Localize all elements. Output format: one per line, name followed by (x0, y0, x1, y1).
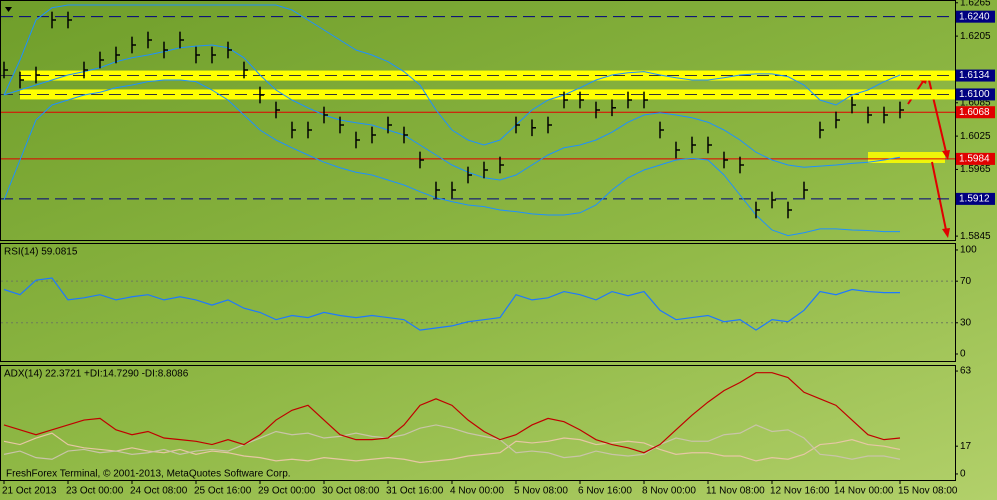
footer: FreshForex Terminal, © 2001-2013, MetaQu… (6, 469, 291, 480)
line (3, 372, 901, 454)
x-tick-label: 14 Nov 00:00 (834, 486, 894, 497)
level-label-box (956, 152, 995, 165)
menu-triangle[interactable] (5, 7, 12, 12)
level-label-box (956, 10, 995, 23)
y-tick-label: 70 (960, 276, 972, 287)
x-tick-label: 25 Oct 16:00 (194, 486, 252, 497)
x-tick-label: 15 Nov 08:00 (898, 486, 958, 497)
adx-pane-frame (0, 365, 956, 481)
line (3, 432, 901, 464)
y-tick-label: 100 (960, 245, 977, 256)
y-tick-label: 63 (960, 366, 972, 377)
y-tick-label: 17 (960, 441, 972, 452)
rsi-pane-frame (0, 243, 956, 362)
y-tick-label: 0 (960, 349, 966, 360)
line (3, 79, 900, 237)
line (3, 44, 901, 181)
level-label: 1.5912 (959, 194, 990, 205)
support-zone (868, 152, 945, 163)
y-tick-label: 1.6025 (960, 131, 991, 142)
level-label-box (956, 88, 995, 101)
pane-title: ADX(14) 22.3721 +DI:14.7290 -DI:8.8086 (4, 369, 189, 380)
y-tick-label: 1.6085 (960, 97, 991, 108)
x-tick-label: 23 Oct 00:00 (66, 486, 124, 497)
x-tick-label: 31 Oct 16:00 (386, 486, 444, 497)
x-tick-label: 12 Nov 16:00 (770, 486, 830, 497)
level-label: 1.5984 (959, 154, 990, 165)
level-label-box (956, 192, 995, 205)
x-tick-label: 30 Oct 08:00 (322, 486, 380, 497)
level-label: 1.6134 (959, 70, 990, 81)
x-tick-label: 24 Oct 08:00 (130, 486, 188, 497)
y-tick-label: 1.5965 (960, 164, 991, 175)
line (3, 424, 901, 460)
x-tick-label: 8 Nov 00:00 (642, 486, 696, 497)
x-tick-label: 21 Oct 2013 (2, 486, 57, 497)
level-label-box (956, 69, 995, 82)
x-tick-label: 5 Nov 08:00 (514, 486, 568, 497)
line (3, 277, 900, 331)
y-tick-label: 30 (960, 317, 972, 328)
x-tick-label: 4 Nov 00:00 (450, 486, 504, 497)
level-label: 1.6240 (959, 11, 990, 22)
y-tick-label: 1.5845 (960, 231, 991, 242)
x-tick-label: 29 Oct 00:00 (258, 486, 316, 497)
y-tick-label: 1.6265 (960, 0, 991, 8)
level-label: 1.6100 (959, 89, 990, 100)
x-tick-label: 6 Nov 16:00 (578, 486, 632, 497)
level-label: 1.6068 (959, 107, 990, 118)
y-tick-label: 1.6205 (960, 31, 991, 42)
x-tick-label: 11 Nov 08:00 (706, 486, 765, 497)
level-label-box (956, 106, 995, 119)
pane-title: RSI(14) 59.0815 (4, 247, 78, 258)
price-pane-frame (0, 0, 956, 241)
line (3, 4, 901, 146)
y-tick-label: 0 (960, 469, 966, 480)
